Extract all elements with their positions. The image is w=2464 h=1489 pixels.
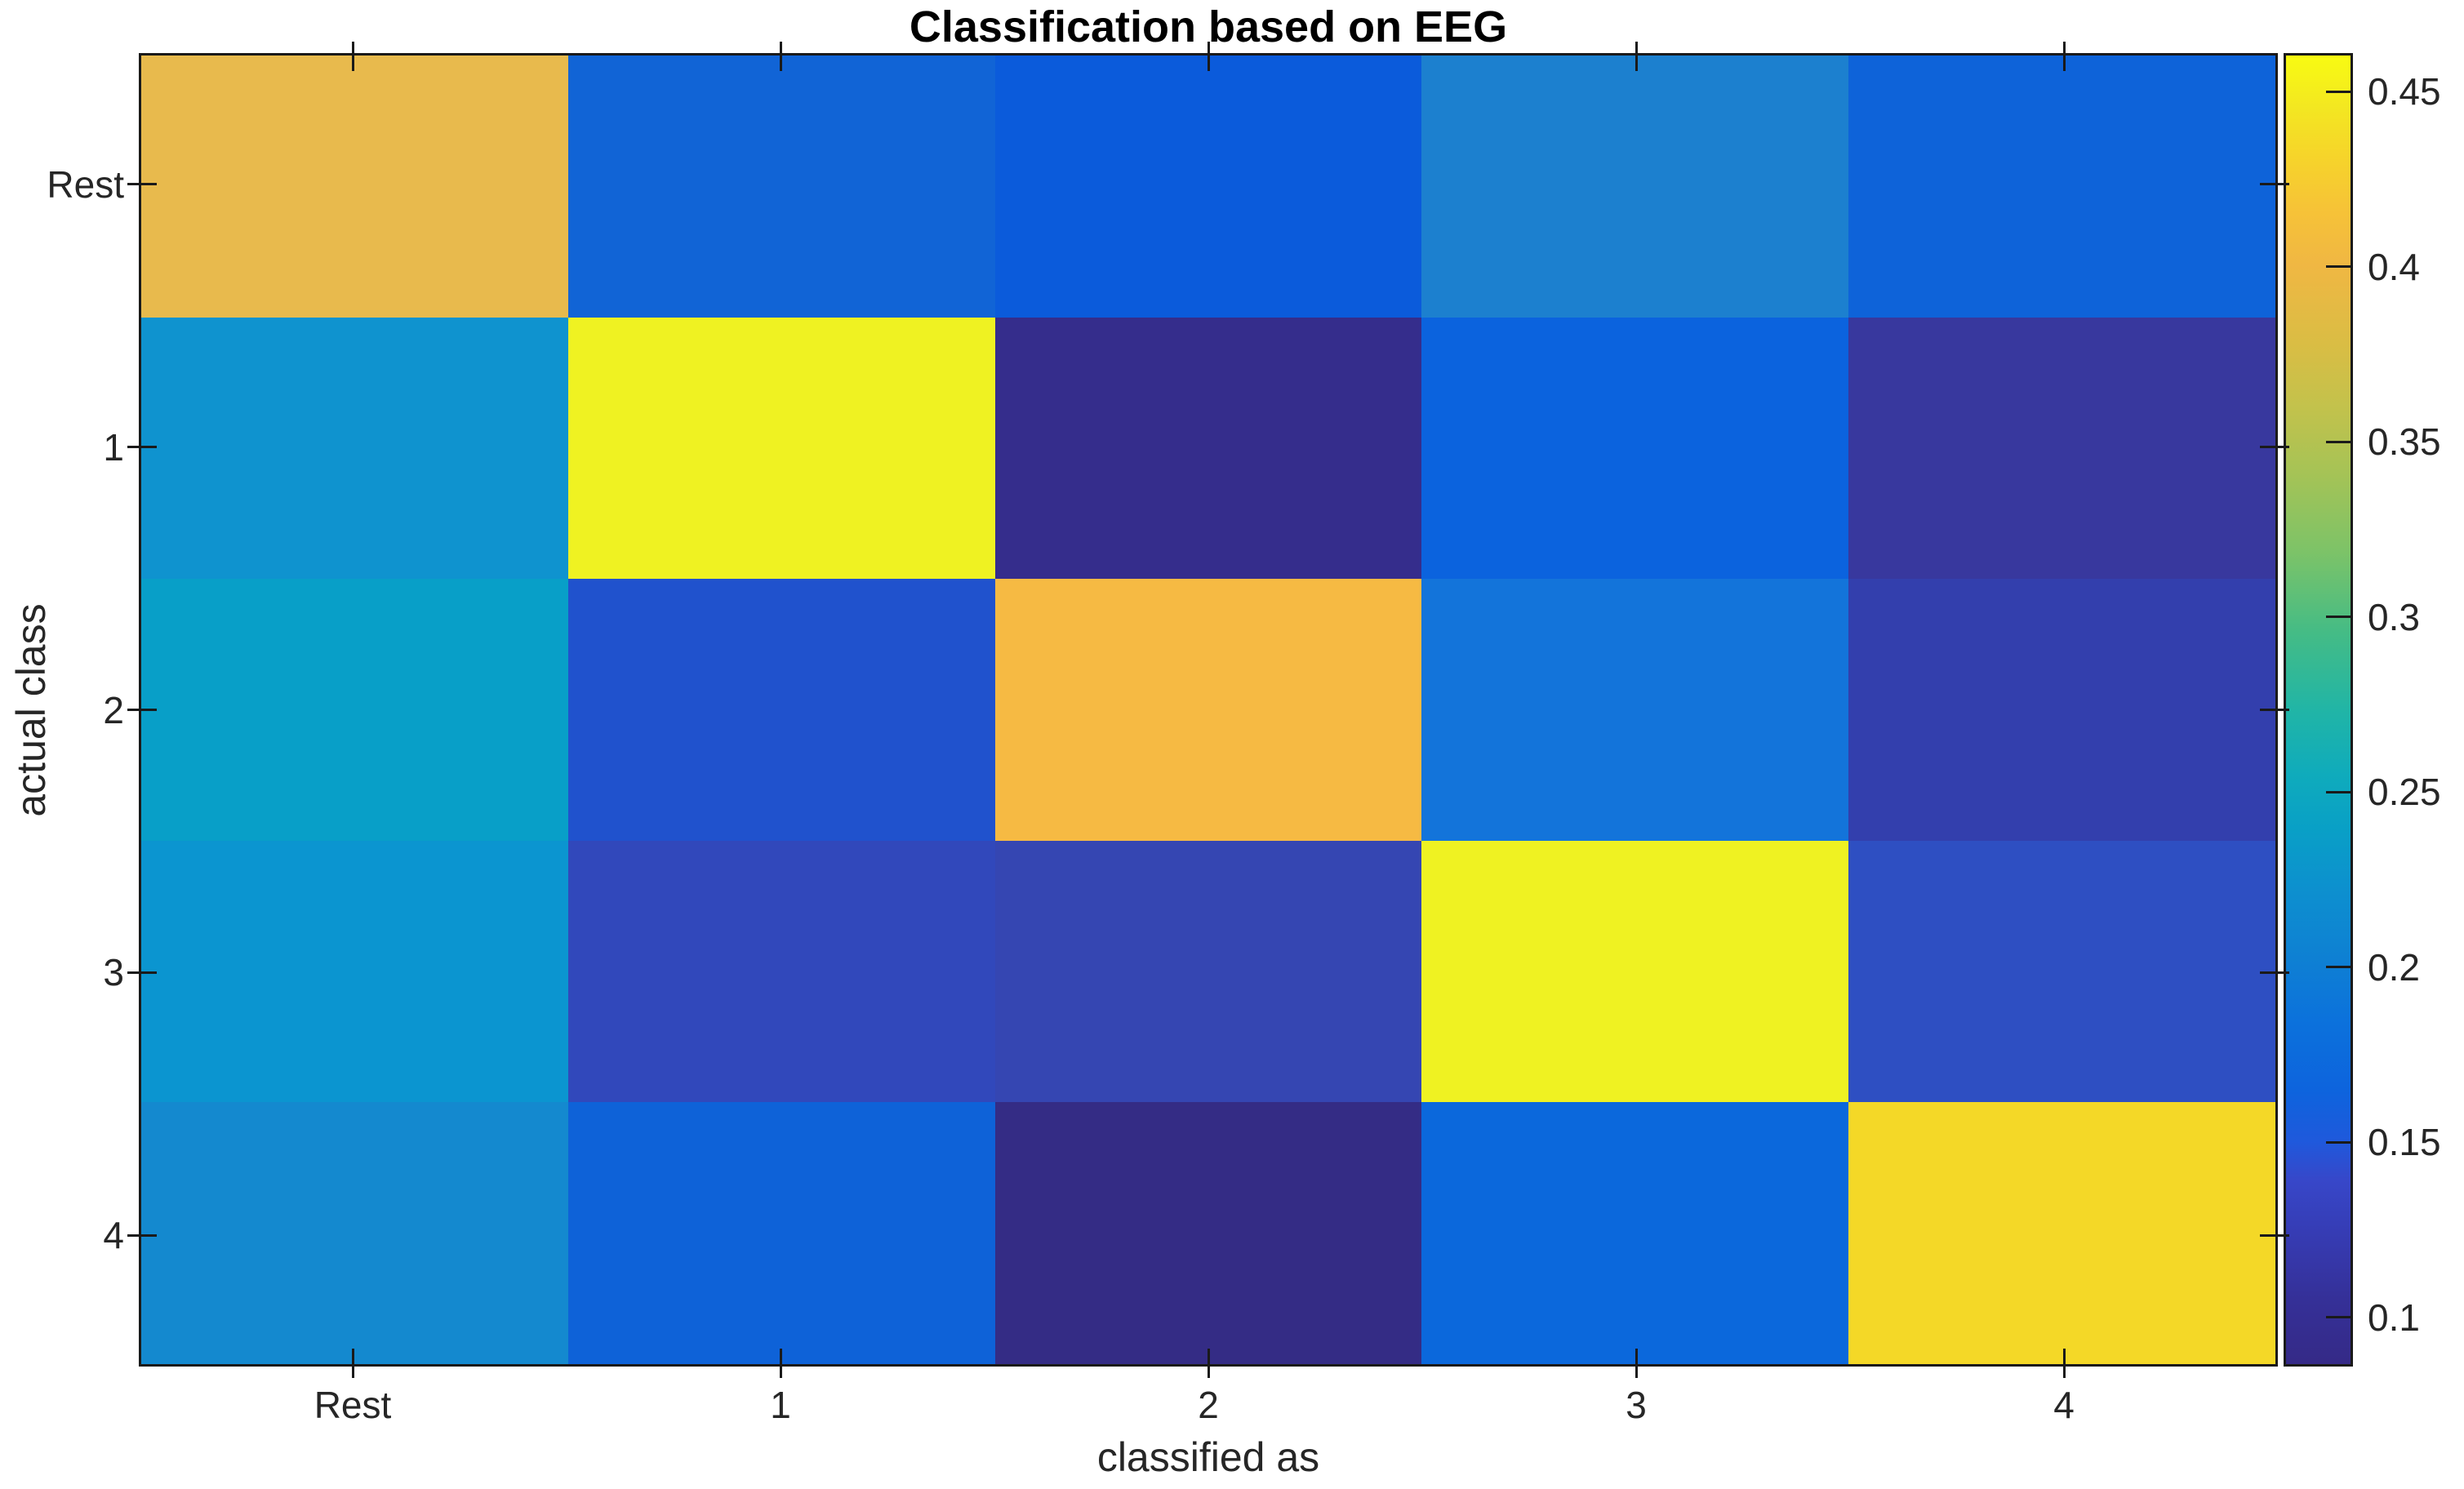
x-tick-label-Rest: Rest <box>314 1384 392 1426</box>
x-tick-label-1: 1 <box>770 1384 791 1426</box>
colorbar-tick <box>2326 90 2351 93</box>
colorbar-tick-label-0.35: 0.35 <box>2368 420 2441 464</box>
colorbar-tick <box>2326 1140 2351 1144</box>
y-tick-right <box>2260 709 2289 711</box>
colorbar-tick-label-0.4: 0.4 <box>2368 245 2420 288</box>
heatmap-cell-r1-c1 <box>567 317 995 580</box>
colorbar-tick <box>2326 1316 2351 1319</box>
heatmap-cell-r0-c3 <box>1421 56 1849 318</box>
y-tick-right <box>2260 183 2289 186</box>
y-tick-left <box>127 183 157 186</box>
heatmap-cell-r2-c1 <box>567 579 995 841</box>
heatmap-cell-r4-c2 <box>994 1102 1422 1364</box>
y-tick-left <box>127 446 157 449</box>
y-tick-left <box>127 709 157 711</box>
heatmap-cell-r2-c4 <box>1848 579 2275 841</box>
y-tick-label-3: 3 <box>103 951 124 994</box>
colorbar-tick-label-0.25: 0.25 <box>2368 771 2441 814</box>
y-tick-left <box>127 1233 157 1237</box>
colorbar-tick <box>2326 966 2351 969</box>
x-tick-bottom <box>351 1349 354 1378</box>
x-tick-top <box>351 42 354 71</box>
x-tick-label-2: 2 <box>1198 1384 1219 1426</box>
x-tick-top <box>779 42 782 71</box>
heatmap-cell-r3-c2 <box>994 840 1422 1103</box>
y-tick-right <box>2260 446 2289 449</box>
colorbar-tick-label-0.45: 0.45 <box>2368 70 2441 113</box>
colorbar-tick-label-0.1: 0.1 <box>2368 1296 2420 1339</box>
y-tick-label-2: 2 <box>103 688 124 731</box>
x-tick-top <box>2062 42 2066 71</box>
heatmap-cell-r1-c2 <box>994 317 1422 580</box>
heatmap-cell-r1-c0 <box>141 317 568 580</box>
colorbar <box>2284 53 2353 1367</box>
x-tick-label-3: 3 <box>1626 1384 1647 1426</box>
colorbar-tick <box>2326 440 2351 443</box>
heatmap-cell-r0-c0 <box>141 56 568 318</box>
heatmap-cell-r4-c4 <box>1848 1102 2275 1364</box>
heatmap-cell-r2-c0 <box>141 579 568 841</box>
heatmap-cell-r1-c4 <box>1848 317 2275 580</box>
heatmap-cell-r3-c0 <box>141 840 568 1103</box>
heatmap-cell-r0-c1 <box>567 56 995 318</box>
y-tick-label-1: 1 <box>103 425 124 469</box>
y-tick-label-4: 4 <box>103 1214 124 1257</box>
y-tick-label-Rest: Rest <box>47 162 124 206</box>
x-axis-label: classified as <box>1096 1434 1320 1480</box>
heatmap-cell-r3-c4 <box>1848 840 2275 1103</box>
heatmap-cell-r1-c3 <box>1421 317 1849 580</box>
x-tick-bottom <box>1207 1349 1210 1378</box>
x-tick-bottom <box>779 1349 782 1378</box>
heatmap-cell-r0-c4 <box>1848 56 2275 318</box>
y-tick-right <box>2260 1233 2289 1237</box>
heatmap-cell-r2-c2 <box>994 579 1422 841</box>
heatmap-cell-r4-c3 <box>1421 1102 1849 1364</box>
colorbar-tick-label-0.3: 0.3 <box>2368 595 2420 638</box>
heatmap-cell-r3-c1 <box>567 840 995 1103</box>
heatmap-cell-r4-c0 <box>141 1102 568 1364</box>
heatmap-cell-r2-c3 <box>1421 579 1849 841</box>
colorbar-tick <box>2326 616 2351 619</box>
heatmap-cell-r3-c3 <box>1421 840 1849 1103</box>
x-tick-bottom <box>2062 1349 2066 1378</box>
x-tick-top <box>1635 42 1638 71</box>
heatmap-cell-r4-c1 <box>567 1102 995 1364</box>
x-tick-bottom <box>1635 1349 1638 1378</box>
colorbar-tick <box>2326 265 2351 269</box>
colorbar-tick <box>2326 790 2351 793</box>
x-tick-top <box>1207 42 1210 71</box>
colorbar-tick-label-0.2: 0.2 <box>2368 945 2420 989</box>
x-tick-label-4: 4 <box>2053 1384 2075 1426</box>
heatmap-plot-area <box>139 53 2278 1367</box>
y-tick-left <box>127 971 157 974</box>
y-tick-right <box>2260 971 2289 974</box>
heatmap-cell-r0-c2 <box>994 56 1422 318</box>
colorbar-tick-label-0.15: 0.15 <box>2368 1121 2441 1164</box>
